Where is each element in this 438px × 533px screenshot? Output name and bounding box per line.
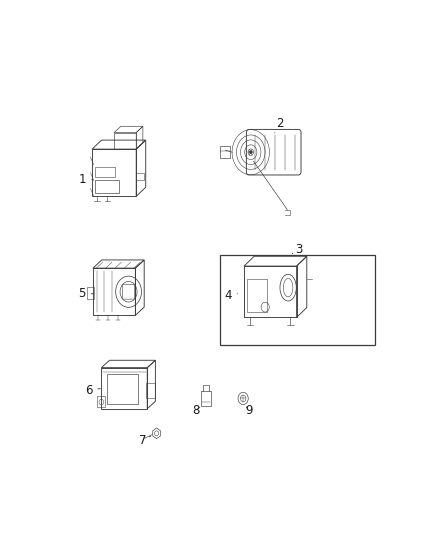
Bar xyxy=(201,391,211,406)
Text: 3: 3 xyxy=(293,243,303,256)
Text: 4: 4 xyxy=(224,289,237,302)
Bar xyxy=(97,397,105,407)
Bar xyxy=(220,146,230,158)
Bar xyxy=(145,383,155,399)
Circle shape xyxy=(249,150,252,154)
Text: 8: 8 xyxy=(192,404,199,417)
Text: 7: 7 xyxy=(139,434,151,447)
Bar xyxy=(87,287,94,299)
Text: 9: 9 xyxy=(245,404,253,417)
Bar xyxy=(95,180,119,193)
Bar xyxy=(95,167,115,177)
Bar xyxy=(247,279,267,312)
Text: 2: 2 xyxy=(275,117,283,133)
Text: 1: 1 xyxy=(79,173,93,186)
Bar xyxy=(106,374,138,404)
Bar xyxy=(136,173,144,180)
Text: 6: 6 xyxy=(85,384,100,397)
Text: 5: 5 xyxy=(78,287,93,300)
Bar xyxy=(220,255,375,345)
